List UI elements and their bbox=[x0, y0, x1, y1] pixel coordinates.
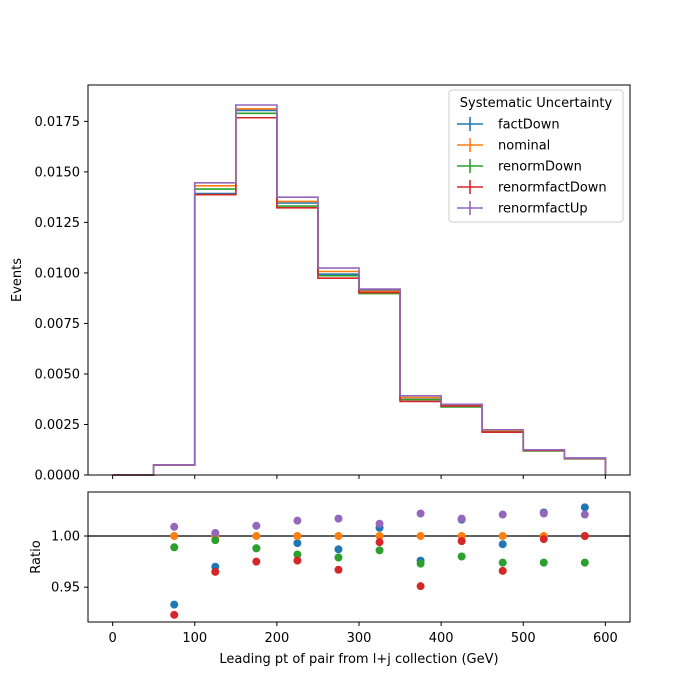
bottom-y-axis-label: Ratio bbox=[29, 540, 44, 573]
ratio-point-factDown bbox=[498, 540, 507, 549]
ratio-point-renormDown bbox=[457, 552, 466, 561]
top-y-tick-label: 0.0000 bbox=[35, 469, 81, 484]
ratio-point-nominal bbox=[416, 532, 425, 541]
ratio-point-renormfactUp bbox=[334, 514, 343, 523]
ratio-point-renormfactDown bbox=[539, 535, 548, 544]
ratio-point-renormfactUp bbox=[293, 516, 302, 525]
ratio-point-renormfactDown bbox=[375, 538, 384, 547]
ratio-point-renormfactUp bbox=[375, 519, 384, 528]
ratio-point-nominal bbox=[170, 532, 179, 541]
ratio-point-renormDown bbox=[252, 544, 261, 553]
ratio-point-renormfactUp bbox=[416, 509, 425, 518]
ratio-point-renormfactUp bbox=[170, 522, 179, 531]
ratio-point-nominal bbox=[334, 532, 343, 541]
ratio-point-factDown bbox=[580, 503, 589, 512]
legend-label-renormfactUp: renormfactUp bbox=[498, 202, 588, 217]
legend: Systematic Uncertainty factDown nominal ren… bbox=[448, 89, 624, 223]
ratio-point-renormfactDown bbox=[211, 567, 220, 576]
bottom-y-tick-label: 0.95 bbox=[51, 581, 80, 596]
ratio-point-renormfactDown bbox=[416, 582, 425, 591]
top-y-tick-label: 0.0075 bbox=[35, 317, 81, 332]
legend-label-factDown: factDown bbox=[498, 118, 560, 133]
ratio-point-nominal bbox=[375, 532, 384, 541]
top-y-tick-label: 0.0050 bbox=[35, 367, 81, 382]
top-y-tick-label: 0.0175 bbox=[35, 115, 81, 130]
top-y-tick-label: 0.0150 bbox=[35, 165, 81, 180]
bottom-x-tick-label: 0 bbox=[108, 631, 116, 646]
histogram-panel: 0.0000 0.0025 0.0050 0.0075 0.0100 0.0125 0.01… bbox=[10, 84, 631, 484]
ratio-point-renormDown bbox=[416, 559, 425, 568]
ratio-point-renormDown bbox=[334, 553, 343, 562]
ratio-point-factDown bbox=[170, 600, 179, 609]
top-y-tick-label: 0.0125 bbox=[35, 216, 81, 231]
ratio-point-nominal bbox=[293, 532, 302, 541]
legend-label-renormfactDown: renormfactDown bbox=[498, 181, 607, 196]
ratio-point-renormDown bbox=[580, 558, 589, 567]
top-y-tick-label: 0.0100 bbox=[35, 266, 81, 281]
ratio-point-renormDown bbox=[498, 558, 507, 567]
legend-title: Systematic Uncertainty bbox=[460, 96, 613, 111]
ratio-point-renormDown bbox=[293, 550, 302, 559]
legend-box bbox=[448, 89, 624, 223]
bottom-x-tick-label: 200 bbox=[264, 631, 289, 646]
ratio-point-factDown bbox=[293, 539, 302, 548]
ratio-point-renormfactUp bbox=[457, 514, 466, 523]
series-line-renormfactUp bbox=[112, 104, 607, 476]
bottom-x-tick-label: 600 bbox=[593, 631, 618, 646]
top-y-axis-label: Events bbox=[10, 258, 25, 302]
x-axis-label: Leading pt of pair from l+j collection (… bbox=[219, 652, 498, 667]
top-y-tick-label: 0.0025 bbox=[35, 418, 81, 433]
ratio-panel: 0.95 1.00 0 100 200 300 400 500 600 Leading pt of… bbox=[29, 491, 631, 667]
ratio-point-renormfactDown bbox=[498, 566, 507, 575]
ratio-point-renormDown bbox=[375, 546, 384, 555]
ratio-point-renormfactUp bbox=[252, 521, 261, 530]
ratio-point-renormfactUp bbox=[498, 510, 507, 519]
bottom-x-tick-label: 300 bbox=[347, 631, 372, 646]
bottom-x-tick-label: 100 bbox=[182, 631, 207, 646]
ratio-point-renormfactDown bbox=[334, 565, 343, 574]
ratio-point-renormfactDown bbox=[252, 557, 261, 566]
ratio-point-renormfactDown bbox=[457, 537, 466, 546]
ratio-point-renormfactUp bbox=[211, 528, 220, 537]
ratio-point-renormfactDown bbox=[293, 556, 302, 565]
ratio-point-renormfactUp bbox=[539, 509, 548, 518]
ratio-point-factDown bbox=[334, 545, 343, 554]
legend-label-renormDown: renormDown bbox=[498, 160, 582, 175]
ratio-point-renormfactUp bbox=[580, 510, 589, 519]
ratio-point-renormfactDown bbox=[580, 532, 589, 541]
bottom-x-tick-label: 400 bbox=[429, 631, 454, 646]
ratio-point-renormfactDown bbox=[170, 610, 179, 619]
legend-label-nominal: nominal bbox=[498, 139, 550, 154]
ratio-point-renormDown bbox=[539, 558, 548, 567]
ratio-point-nominal bbox=[498, 532, 507, 541]
ratio-point-renormDown bbox=[170, 543, 179, 552]
ratio-point-nominal bbox=[252, 532, 261, 541]
bottom-y-tick-label: 1.00 bbox=[51, 530, 80, 545]
ratio-point-renormDown bbox=[211, 536, 220, 545]
bottom-x-tick-label: 500 bbox=[511, 631, 536, 646]
